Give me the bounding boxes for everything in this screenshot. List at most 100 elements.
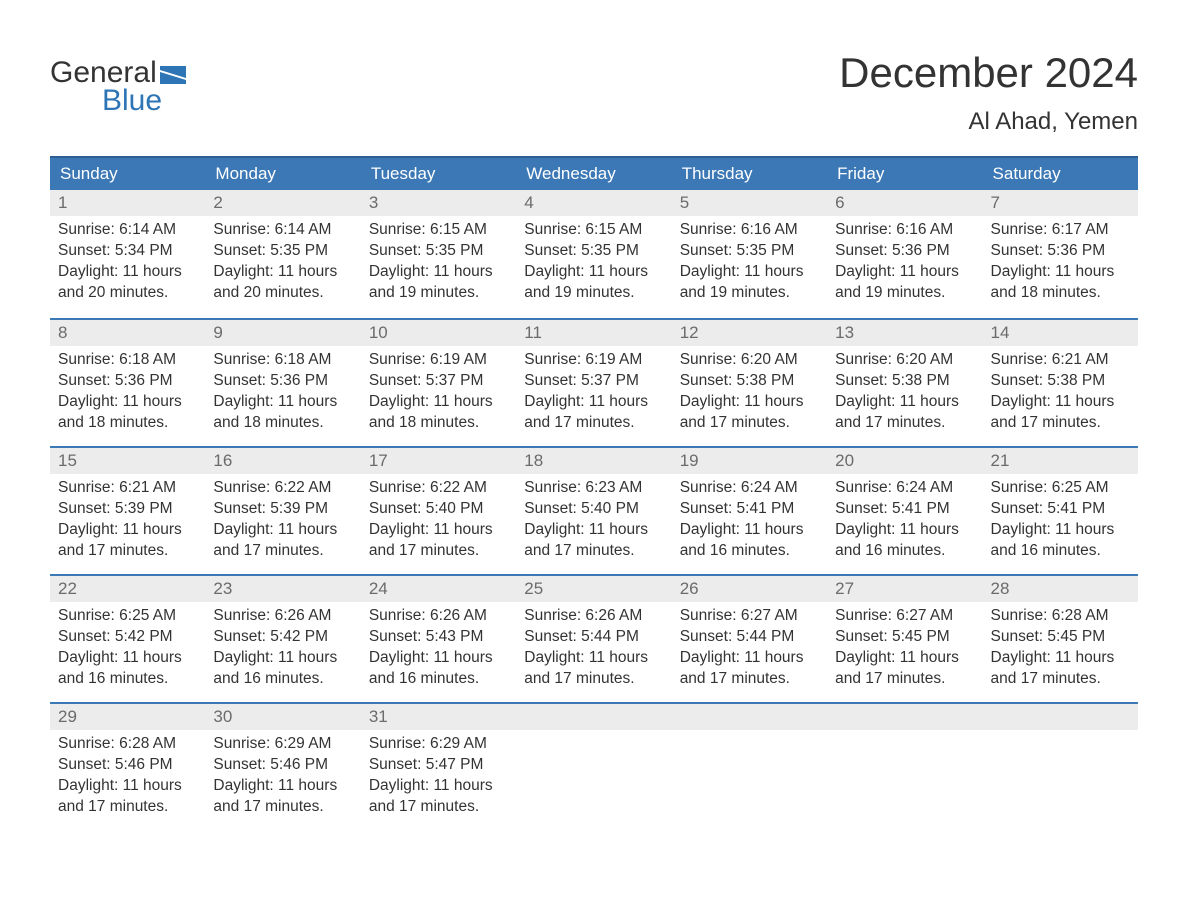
day-number: 9 bbox=[205, 320, 360, 346]
day-body: Sunrise: 6:15 AMSunset: 5:35 PMDaylight:… bbox=[361, 216, 516, 314]
day-body: Sunrise: 6:19 AMSunset: 5:37 PMDaylight:… bbox=[516, 346, 671, 444]
day-body: Sunrise: 6:17 AMSunset: 5:36 PMDaylight:… bbox=[983, 216, 1138, 314]
sunset-line: Sunset: 5:47 PM bbox=[369, 755, 508, 776]
daylight-line: Daylight: 11 hours and 17 minutes. bbox=[58, 520, 197, 562]
day-cell: 15Sunrise: 6:21 AMSunset: 5:39 PMDayligh… bbox=[50, 448, 205, 574]
daylight-line: Daylight: 11 hours and 17 minutes. bbox=[680, 392, 819, 434]
day-number: 16 bbox=[205, 448, 360, 474]
sunrise-line: Sunrise: 6:28 AM bbox=[991, 606, 1130, 627]
sunset-line: Sunset: 5:42 PM bbox=[58, 627, 197, 648]
sunset-line: Sunset: 5:38 PM bbox=[991, 371, 1130, 392]
day-number: 26 bbox=[672, 576, 827, 602]
day-cell: 1Sunrise: 6:14 AMSunset: 5:34 PMDaylight… bbox=[50, 190, 205, 318]
day-number bbox=[983, 704, 1138, 730]
day-body: Sunrise: 6:21 AMSunset: 5:39 PMDaylight:… bbox=[50, 474, 205, 572]
sunset-line: Sunset: 5:38 PM bbox=[680, 371, 819, 392]
day-cell: 26Sunrise: 6:27 AMSunset: 5:44 PMDayligh… bbox=[672, 576, 827, 702]
logo: General Blue bbox=[50, 50, 186, 116]
daylight-line: Daylight: 11 hours and 20 minutes. bbox=[58, 262, 197, 304]
day-header: Saturday bbox=[983, 158, 1138, 190]
day-number: 23 bbox=[205, 576, 360, 602]
sunrise-line: Sunrise: 6:18 AM bbox=[58, 350, 197, 371]
day-number: 18 bbox=[516, 448, 671, 474]
day-body: Sunrise: 6:19 AMSunset: 5:37 PMDaylight:… bbox=[361, 346, 516, 444]
day-number: 24 bbox=[361, 576, 516, 602]
sunrise-line: Sunrise: 6:15 AM bbox=[369, 220, 508, 241]
day-body: Sunrise: 6:20 AMSunset: 5:38 PMDaylight:… bbox=[827, 346, 982, 444]
daylight-line: Daylight: 11 hours and 17 minutes. bbox=[991, 648, 1130, 690]
sunrise-line: Sunrise: 6:29 AM bbox=[369, 734, 508, 755]
day-number: 22 bbox=[50, 576, 205, 602]
day-cell bbox=[672, 704, 827, 830]
day-number: 30 bbox=[205, 704, 360, 730]
daylight-line: Daylight: 11 hours and 16 minutes. bbox=[835, 520, 974, 562]
sunset-line: Sunset: 5:45 PM bbox=[835, 627, 974, 648]
day-cell: 3Sunrise: 6:15 AMSunset: 5:35 PMDaylight… bbox=[361, 190, 516, 318]
logo-text-blue: Blue bbox=[102, 86, 162, 116]
daylight-line: Daylight: 11 hours and 18 minutes. bbox=[369, 392, 508, 434]
day-cell: 13Sunrise: 6:20 AMSunset: 5:38 PMDayligh… bbox=[827, 320, 982, 446]
sunrise-line: Sunrise: 6:25 AM bbox=[58, 606, 197, 627]
day-header-row: SundayMondayTuesdayWednesdayThursdayFrid… bbox=[50, 156, 1138, 190]
day-number: 20 bbox=[827, 448, 982, 474]
day-body: Sunrise: 6:22 AMSunset: 5:39 PMDaylight:… bbox=[205, 474, 360, 572]
sunset-line: Sunset: 5:36 PM bbox=[58, 371, 197, 392]
daylight-line: Daylight: 11 hours and 19 minutes. bbox=[835, 262, 974, 304]
day-number: 7 bbox=[983, 190, 1138, 216]
day-body: Sunrise: 6:15 AMSunset: 5:35 PMDaylight:… bbox=[516, 216, 671, 314]
day-number: 13 bbox=[827, 320, 982, 346]
week-row: 15Sunrise: 6:21 AMSunset: 5:39 PMDayligh… bbox=[50, 446, 1138, 574]
flag-icon bbox=[160, 66, 186, 84]
day-number: 15 bbox=[50, 448, 205, 474]
daylight-line: Daylight: 11 hours and 16 minutes. bbox=[213, 648, 352, 690]
sunset-line: Sunset: 5:34 PM bbox=[58, 241, 197, 262]
daylight-line: Daylight: 11 hours and 19 minutes. bbox=[680, 262, 819, 304]
day-body: Sunrise: 6:22 AMSunset: 5:40 PMDaylight:… bbox=[361, 474, 516, 572]
day-cell: 25Sunrise: 6:26 AMSunset: 5:44 PMDayligh… bbox=[516, 576, 671, 702]
sunrise-line: Sunrise: 6:23 AM bbox=[524, 478, 663, 499]
day-number bbox=[827, 704, 982, 730]
sunset-line: Sunset: 5:36 PM bbox=[835, 241, 974, 262]
daylight-line: Daylight: 11 hours and 20 minutes. bbox=[213, 262, 352, 304]
sunset-line: Sunset: 5:35 PM bbox=[524, 241, 663, 262]
day-number: 4 bbox=[516, 190, 671, 216]
day-cell: 2Sunrise: 6:14 AMSunset: 5:35 PMDaylight… bbox=[205, 190, 360, 318]
daylight-line: Daylight: 11 hours and 17 minutes. bbox=[213, 520, 352, 562]
sunset-line: Sunset: 5:41 PM bbox=[991, 499, 1130, 520]
sunset-line: Sunset: 5:39 PM bbox=[58, 499, 197, 520]
daylight-line: Daylight: 11 hours and 17 minutes. bbox=[524, 392, 663, 434]
sunrise-line: Sunrise: 6:19 AM bbox=[369, 350, 508, 371]
day-body: Sunrise: 6:29 AMSunset: 5:47 PMDaylight:… bbox=[361, 730, 516, 828]
day-body: Sunrise: 6:27 AMSunset: 5:44 PMDaylight:… bbox=[672, 602, 827, 700]
sunrise-line: Sunrise: 6:21 AM bbox=[58, 478, 197, 499]
day-cell: 29Sunrise: 6:28 AMSunset: 5:46 PMDayligh… bbox=[50, 704, 205, 830]
daylight-line: Daylight: 11 hours and 17 minutes. bbox=[524, 520, 663, 562]
daylight-line: Daylight: 11 hours and 17 minutes. bbox=[369, 776, 508, 818]
day-cell: 20Sunrise: 6:24 AMSunset: 5:41 PMDayligh… bbox=[827, 448, 982, 574]
location-text: Al Ahad, Yemen bbox=[839, 108, 1138, 136]
day-number: 31 bbox=[361, 704, 516, 730]
day-header: Tuesday bbox=[361, 158, 516, 190]
day-body: Sunrise: 6:18 AMSunset: 5:36 PMDaylight:… bbox=[205, 346, 360, 444]
daylight-line: Daylight: 11 hours and 17 minutes. bbox=[524, 648, 663, 690]
daylight-line: Daylight: 11 hours and 16 minutes. bbox=[58, 648, 197, 690]
day-number: 1 bbox=[50, 190, 205, 216]
day-body: Sunrise: 6:20 AMSunset: 5:38 PMDaylight:… bbox=[672, 346, 827, 444]
day-body: Sunrise: 6:24 AMSunset: 5:41 PMDaylight:… bbox=[672, 474, 827, 572]
daylight-line: Daylight: 11 hours and 17 minutes. bbox=[991, 392, 1130, 434]
day-cell: 6Sunrise: 6:16 AMSunset: 5:36 PMDaylight… bbox=[827, 190, 982, 318]
daylight-line: Daylight: 11 hours and 16 minutes. bbox=[369, 648, 508, 690]
day-body: Sunrise: 6:26 AMSunset: 5:44 PMDaylight:… bbox=[516, 602, 671, 700]
day-number: 28 bbox=[983, 576, 1138, 602]
sunrise-line: Sunrise: 6:28 AM bbox=[58, 734, 197, 755]
sunset-line: Sunset: 5:39 PM bbox=[213, 499, 352, 520]
calendar: SundayMondayTuesdayWednesdayThursdayFrid… bbox=[50, 156, 1138, 830]
day-body: Sunrise: 6:26 AMSunset: 5:43 PMDaylight:… bbox=[361, 602, 516, 700]
day-body: Sunrise: 6:14 AMSunset: 5:34 PMDaylight:… bbox=[50, 216, 205, 314]
day-header: Sunday bbox=[50, 158, 205, 190]
sunrise-line: Sunrise: 6:21 AM bbox=[991, 350, 1130, 371]
day-cell: 19Sunrise: 6:24 AMSunset: 5:41 PMDayligh… bbox=[672, 448, 827, 574]
day-body: Sunrise: 6:23 AMSunset: 5:40 PMDaylight:… bbox=[516, 474, 671, 572]
sunrise-line: Sunrise: 6:26 AM bbox=[369, 606, 508, 627]
sunrise-line: Sunrise: 6:29 AM bbox=[213, 734, 352, 755]
